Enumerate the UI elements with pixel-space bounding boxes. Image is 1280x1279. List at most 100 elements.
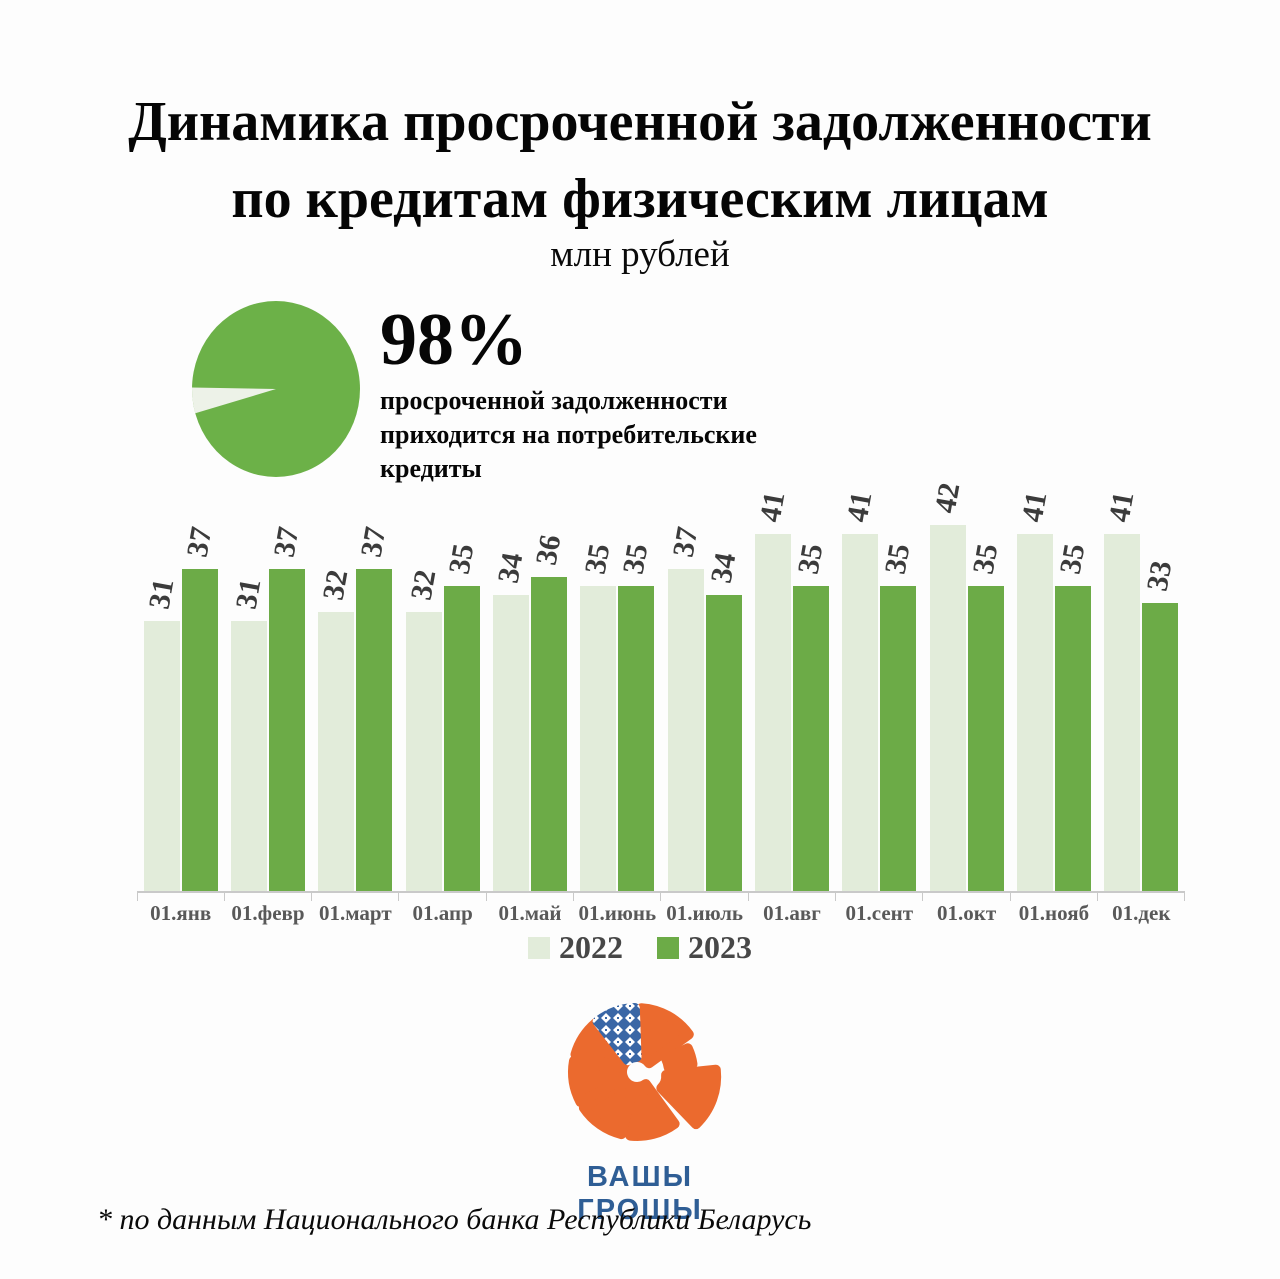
legend-label-2022: 2022 bbox=[559, 929, 623, 965]
chart-title-line-1: Динамика просроченной задолженности bbox=[128, 91, 1152, 153]
legend-label-2023: 2023 bbox=[688, 929, 752, 965]
bar-plot: 31 37 31 37 32 37 32 35 34 36 35 35 37 34 41 35 41 35 42 35… bbox=[137, 480, 1186, 901]
x-axis-label: 01.нояб bbox=[1018, 901, 1090, 925]
bar-value-label: 41 bbox=[840, 489, 879, 525]
bar-2022-01.дек: 41 bbox=[1103, 489, 1141, 891]
bar-group-01.июль: 37 34 bbox=[661, 524, 750, 901]
chart-units-label: млн рублей bbox=[550, 234, 730, 275]
footnote: * по данным Национального банка Республи… bbox=[97, 1203, 812, 1236]
x-axis-label: 01.июнь bbox=[578, 901, 657, 925]
logo-segment bbox=[625, 1079, 680, 1141]
bar-2023-01.дек: 33 bbox=[1141, 558, 1179, 891]
bar-value-label: 35 bbox=[578, 541, 617, 577]
bar-2023-01.нояб: 35 bbox=[1054, 541, 1091, 891]
bar-group-01.май: 34 36 bbox=[486, 527, 575, 901]
bar-value-label: 31 bbox=[142, 576, 181, 612]
bar-2022-01.июнь: 35 bbox=[579, 541, 617, 891]
bar-2022-01.апр: 32 bbox=[404, 567, 442, 891]
highlight-percent: 98% bbox=[380, 299, 528, 381]
bar-value-label: 35 bbox=[442, 541, 481, 577]
pie-chart bbox=[191, 301, 360, 477]
bar-group-01.июнь: 35 35 bbox=[574, 527, 662, 901]
bar-value-label: 42 bbox=[928, 480, 966, 516]
bar-value-label: 35 bbox=[966, 541, 1004, 577]
bar-group-01.февр: 31 37 bbox=[224, 524, 313, 901]
logo: ВАШЫ ГРОШЫ bbox=[535, 1000, 745, 1227]
bar-2023-01.июль: 34 bbox=[704, 550, 742, 891]
bar-2023-01.июнь: 35 bbox=[617, 541, 655, 891]
bar-group-01.март: 32 37 bbox=[312, 524, 400, 901]
legend-item-2023: 2023 bbox=[657, 929, 752, 966]
x-axis-label: 01.дек bbox=[1112, 901, 1171, 925]
bar-2023-01.окт: 35 bbox=[966, 541, 1004, 891]
x-axis-label: 01.апр bbox=[412, 901, 473, 925]
bar-2022-01.янв: 31 bbox=[142, 576, 180, 891]
logo-segment bbox=[656, 1064, 722, 1130]
chart-title-line-2: по кредитам физическим лицам bbox=[231, 168, 1049, 230]
bar-2023-01.янв: 37 bbox=[180, 524, 218, 891]
bar-2022-01.май: 34 bbox=[492, 550, 529, 891]
bar-group-01.апр: 32 35 bbox=[399, 527, 488, 901]
bar-2022-01.июль: 37 bbox=[666, 524, 704, 891]
bar-2022-01.окт: 42 bbox=[928, 480, 966, 891]
bar-2023-01.авг: 35 bbox=[792, 541, 829, 891]
legend-item-2022: 2022 bbox=[528, 929, 623, 966]
logo-segment bbox=[568, 1055, 629, 1107]
bar-value-label: 36 bbox=[529, 532, 568, 568]
bar-value-label: 31 bbox=[229, 576, 268, 612]
logo-text: ВАШЫ ГРОШЫ bbox=[577, 1161, 703, 1226]
x-axis-label: 01.февр bbox=[231, 901, 305, 925]
bar-value-label: 41 bbox=[1102, 489, 1141, 525]
bar-value-label: 34 bbox=[704, 550, 742, 586]
bar-value-label: 35 bbox=[1053, 541, 1092, 577]
bar-value-label: 32 bbox=[404, 567, 443, 603]
bar-2022-01.март: 32 bbox=[317, 567, 355, 891]
legend-swatch-2023 bbox=[657, 936, 679, 959]
logo-segment bbox=[633, 1003, 694, 1069]
bar-2023-01.апр: 35 bbox=[442, 541, 480, 891]
bar-group-01.окт: 42 35 bbox=[923, 480, 1012, 901]
bar-group-01.нояб: 41 35 bbox=[1010, 489, 1099, 901]
logo-mark bbox=[568, 1003, 722, 1141]
chart-legend: 2022 2023 bbox=[0, 929, 1280, 966]
bar-group-01.сент: 41 35 bbox=[836, 489, 924, 901]
bar-value-label: 32 bbox=[316, 567, 355, 603]
bar-chart: 31 37 31 37 32 37 32 35 34 36 35 35 37 34 41 35 41 35 42 35… bbox=[137, 480, 1186, 926]
bar-value-label: 37 bbox=[180, 524, 219, 560]
bar-value-label: 35 bbox=[616, 541, 655, 577]
x-axis-label: 01.март bbox=[319, 901, 392, 925]
logo-segment bbox=[578, 1075, 639, 1140]
logo-ornament-segment bbox=[592, 1003, 642, 1066]
x-axis-label: 01.авг bbox=[763, 901, 821, 925]
bar-2023-01.март: 37 bbox=[355, 524, 393, 891]
bar-2023-01.февр: 37 bbox=[268, 524, 305, 891]
bar-2023-01.май: 36 bbox=[530, 532, 567, 891]
logo-segment bbox=[661, 1043, 698, 1073]
bar-2023-01.сент: 35 bbox=[879, 541, 917, 891]
highlight-text: 98% просроченной задолженности приходитс… bbox=[380, 300, 810, 486]
bar-2022-01.февр: 31 bbox=[230, 576, 267, 891]
chart-title: Динамика просроченной задолженности по к… bbox=[0, 84, 1280, 238]
bar-value-label: 37 bbox=[666, 524, 704, 560]
bar-value-label: 33 bbox=[1140, 558, 1179, 594]
legend-swatch-2022 bbox=[528, 936, 550, 959]
bar-value-label: 41 bbox=[753, 489, 792, 525]
bar-2022-01.нояб: 41 bbox=[1016, 489, 1053, 891]
bar-value-label: 37 bbox=[354, 524, 393, 560]
bar-value-label: 34 bbox=[491, 550, 530, 586]
x-axis-label: 01.сент bbox=[845, 901, 914, 925]
bar-group-01.дек: 41 33 bbox=[1098, 489, 1186, 901]
pie-small-slice bbox=[191, 387, 276, 414]
x-axis-label: 01.окт bbox=[937, 901, 997, 925]
x-axis-label: 01.июль bbox=[666, 901, 744, 925]
bar-group-01.авг: 41 35 bbox=[748, 489, 837, 901]
highlight-description: просроченной задолженности приходится на… bbox=[380, 386, 757, 483]
highlight-block: 98% просроченной задолженности приходитс… bbox=[190, 300, 810, 486]
x-axis-labels: 01.янв 01.февр 01.март 01.апр 01.май 01.июнь 0… bbox=[137, 901, 1185, 926]
bar-value-label: 37 bbox=[267, 524, 306, 560]
bar-value-label: 41 bbox=[1015, 489, 1054, 525]
bar-group-01.янв: 31 37 bbox=[137, 524, 226, 901]
bar-value-label: 35 bbox=[791, 541, 830, 577]
bar-2022-01.сент: 41 bbox=[841, 489, 879, 891]
